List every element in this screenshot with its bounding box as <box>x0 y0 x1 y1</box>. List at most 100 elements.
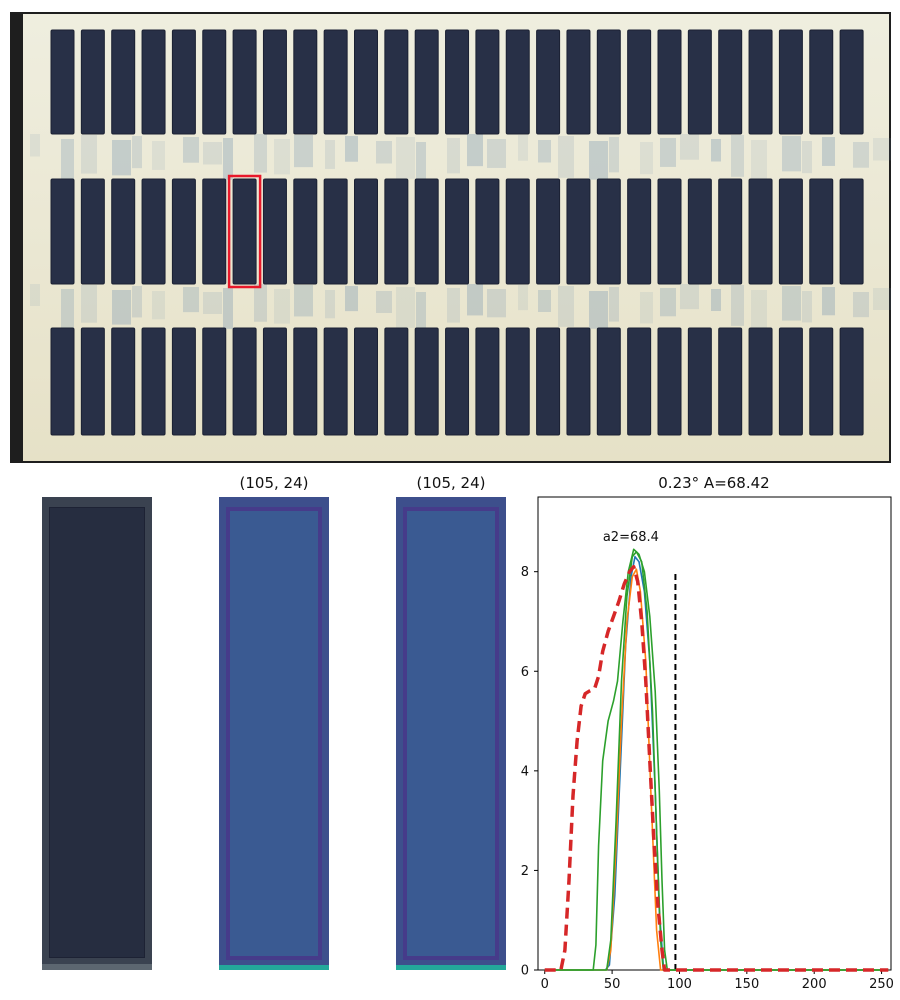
plate-stain <box>223 138 233 180</box>
well-crop-rgb-interior <box>49 507 145 958</box>
series-line-4 <box>544 551 889 971</box>
well-crop-colormap-1 <box>219 497 329 970</box>
plate-stain <box>345 286 358 312</box>
plate-well <box>596 178 621 285</box>
series-line-1 <box>544 555 889 971</box>
plate-well <box>687 327 712 436</box>
x-tick-label: 250 <box>869 977 894 992</box>
y-tick-label: 8 <box>521 565 529 580</box>
plate-stain <box>660 138 676 167</box>
plate-well <box>445 327 470 436</box>
plate-stain <box>81 135 97 174</box>
plate-well <box>687 29 712 135</box>
plate-well <box>596 29 621 135</box>
plate-well <box>536 327 561 436</box>
plate-well <box>475 29 500 135</box>
plate-well <box>323 29 348 135</box>
plate-stain <box>609 137 619 173</box>
plot-area <box>537 496 892 971</box>
series-line-2 <box>544 568 889 971</box>
plate-well <box>202 327 227 436</box>
plate-well <box>718 178 743 285</box>
well-crop-colormap-2-interior <box>403 507 499 960</box>
plate-stain <box>680 134 699 160</box>
plate-stain <box>61 289 74 330</box>
plate-stain <box>183 287 199 313</box>
plate-well <box>111 29 136 135</box>
plate-wells <box>50 29 864 436</box>
plate-well <box>778 327 803 436</box>
plate-stain <box>538 290 551 312</box>
plate-well <box>232 29 257 135</box>
plate-well <box>354 327 378 436</box>
plate-well <box>778 29 803 135</box>
plate-well <box>111 178 136 285</box>
plate-stain <box>396 287 415 328</box>
plate-well <box>202 29 227 135</box>
plate-well <box>50 178 75 285</box>
plate-stain <box>203 142 222 165</box>
plate-well <box>414 29 439 135</box>
plate-well <box>232 178 257 285</box>
plate-well <box>141 327 166 436</box>
x-tick-label: 200 <box>802 977 827 992</box>
plate-well <box>293 178 318 285</box>
y-tick-label: 0 <box>521 964 529 979</box>
plate-well <box>809 327 834 436</box>
plate-well <box>687 178 712 285</box>
plate-well <box>718 29 743 135</box>
plate-stain <box>518 135 528 161</box>
well-crop-rgb <box>42 497 152 970</box>
plate-stain <box>416 142 426 181</box>
plate-stain <box>711 289 721 311</box>
plate-well <box>414 178 439 285</box>
plate-well <box>505 327 530 436</box>
y-tick-label: 4 <box>521 764 529 779</box>
plate-stain <box>254 134 267 173</box>
plate-stain <box>112 140 131 176</box>
plate-well <box>566 327 591 436</box>
plate-well <box>354 178 378 285</box>
plate-well <box>839 327 864 436</box>
plate-well <box>445 29 470 135</box>
plate-well <box>141 29 166 135</box>
chart-annotation: a2=68.4 <box>603 530 659 545</box>
x-tick-label: 0 <box>541 977 549 992</box>
plate-stain <box>853 142 869 168</box>
plate-stain <box>112 290 131 325</box>
plate-stain <box>487 289 506 318</box>
plate-stain <box>711 139 721 162</box>
plate-well <box>80 29 105 135</box>
plate-stain <box>609 287 619 322</box>
plate-stain <box>822 287 835 316</box>
plate-well <box>141 178 166 285</box>
plate-well <box>80 327 105 436</box>
plate-well <box>657 327 682 436</box>
well-crop-rgb-edge <box>42 964 152 970</box>
y-tick-label: 6 <box>521 665 529 680</box>
plate-well <box>171 29 196 135</box>
plate-stain <box>132 286 142 318</box>
plate-stain <box>853 292 869 318</box>
plate-well <box>171 178 196 285</box>
crop-title-1: (105, 24) <box>239 474 309 492</box>
plate-well <box>323 327 348 436</box>
plate-well <box>50 327 75 436</box>
chart-title: 0.23° A=68.42 <box>658 474 769 492</box>
plate-well <box>475 178 500 285</box>
well-crop-colormap-2 <box>396 497 506 970</box>
plate-well <box>839 29 864 135</box>
plate-well <box>445 178 470 285</box>
plate-well <box>505 29 530 135</box>
x-tick-label: 100 <box>667 977 692 992</box>
plate-well <box>596 327 621 436</box>
plate-well <box>50 29 75 135</box>
plate-stain <box>345 136 358 162</box>
plate-stain <box>660 288 676 317</box>
well-crop-colormap-2-edge <box>396 965 506 970</box>
plate-stain <box>447 288 460 323</box>
plate-stain <box>376 141 392 164</box>
plate-stain <box>274 289 290 324</box>
plate-stain <box>325 290 335 319</box>
plate-well <box>232 327 257 436</box>
